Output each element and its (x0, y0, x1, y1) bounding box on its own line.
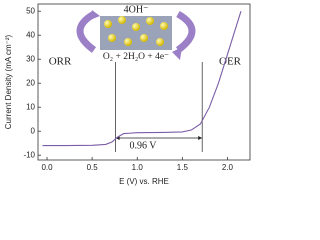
oer-label: OER (219, 56, 242, 68)
oer-arrow (175, 10, 196, 53)
orr-arrow-head (90, 10, 100, 20)
page: {"chart_data": {"type": "line", "x_label… (4, 3, 251, 187)
y-tick-label: 10 (26, 102, 35, 111)
y-tick-label: 40 (26, 30, 35, 39)
x-tick-label: 2.0 (222, 163, 234, 172)
plot-frame (37, 3, 251, 161)
x-tick-label: 0.5 (87, 163, 99, 172)
oer-arrow-head (172, 47, 182, 60)
y-tick-label: 50 (26, 6, 35, 15)
data-line (42, 11, 242, 147)
gap-label: 0.96 V (129, 140, 157, 151)
y-tick-label: -10 (23, 150, 35, 159)
y-axis-label: Current Density (mA cm⁻²) (4, 34, 13, 129)
inset-atoms (104, 16, 168, 46)
reaction-label: O₂ + 2H₂O + 4e⁻ (103, 52, 169, 62)
chart: ORR OER 4OH⁻ O₂ + 2H₂O + 4e⁻ 0.96 V E (V… (4, 3, 251, 186)
x-tick-label: 0.0 (41, 163, 53, 172)
inset (76, 10, 196, 60)
orr-arrow (76, 10, 97, 53)
y-tick-label: 0 (31, 126, 36, 135)
x-axis-label: E (V) vs. RHE (119, 177, 169, 186)
y-tick-label: 20 (26, 78, 35, 87)
hydroxide-label: 4OH⁻ (124, 4, 149, 15)
x-tick-label: 1.0 (132, 163, 144, 172)
x-tick-label: 1.5 (177, 163, 189, 172)
orr-label: ORR (49, 56, 72, 68)
y-tick-label: 30 (26, 54, 35, 63)
